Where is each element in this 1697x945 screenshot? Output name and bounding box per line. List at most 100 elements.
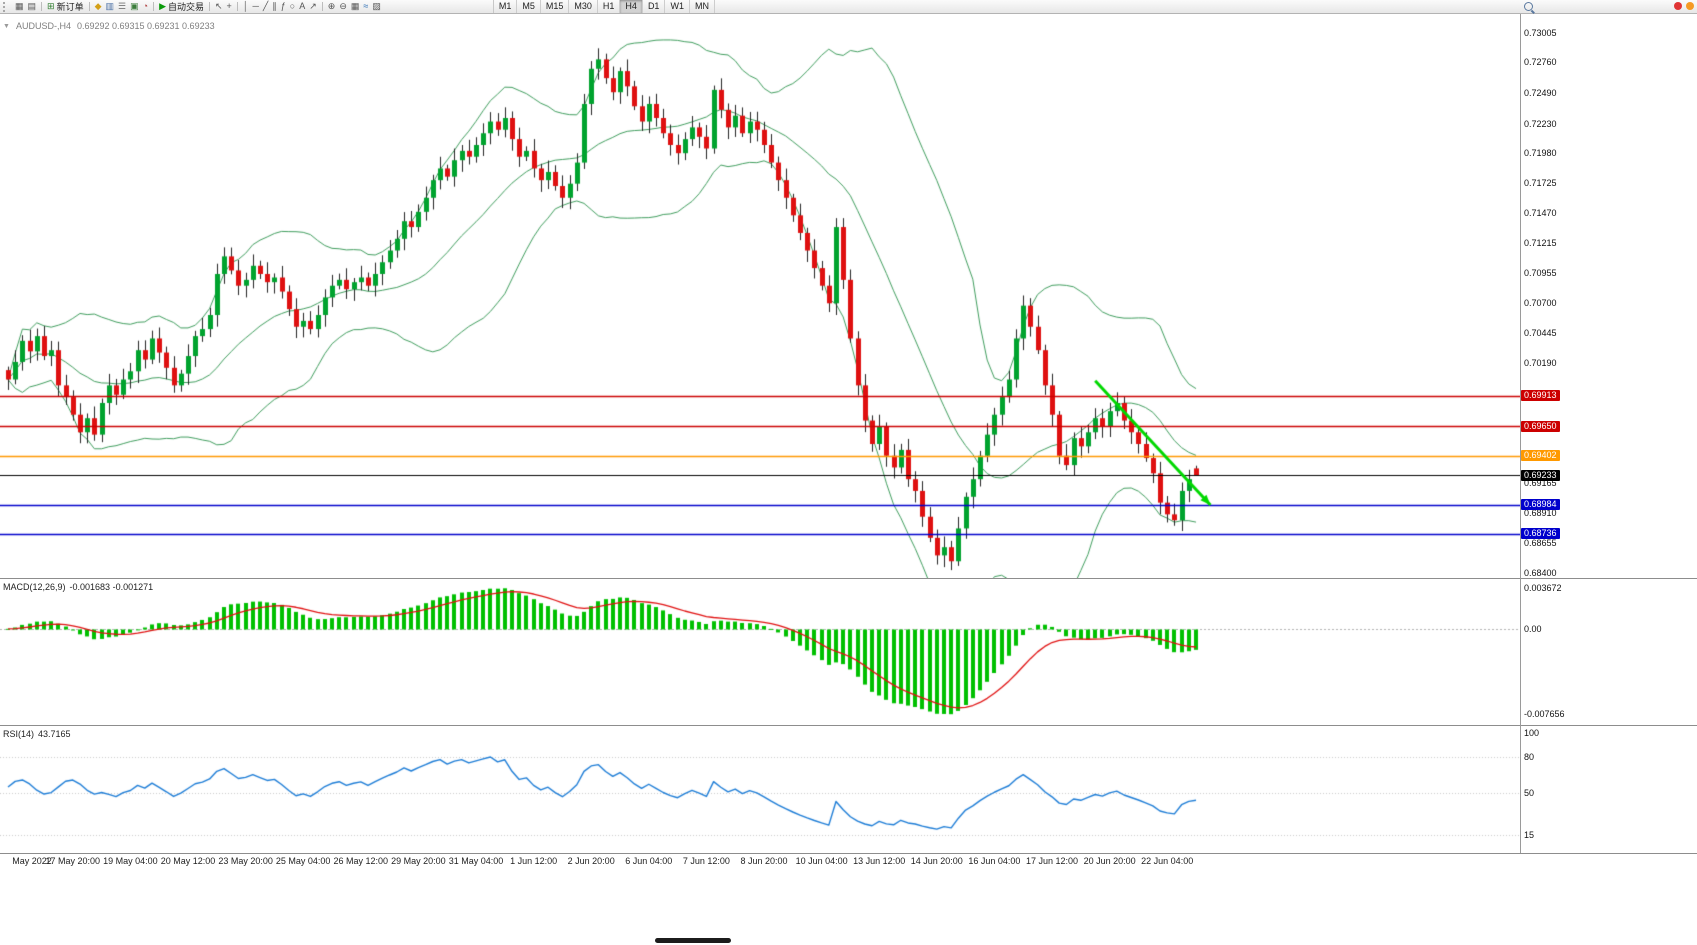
alert-badge-red-icon[interactable] — [1674, 2, 1682, 10]
new-order-icon: ⊞ — [47, 1, 55, 11]
time-axis-label: 19 May 04:00 — [103, 856, 158, 866]
time-axis-label: 22 Jun 04:00 — [1141, 856, 1194, 866]
price-axis-label: 0.68910 — [1524, 508, 1557, 519]
vertical-line-tool-button[interactable]: │ — [241, 1, 251, 12]
timeframe-mn-button[interactable]: MN — [690, 0, 715, 13]
data-window-icon: ▥ — [105, 1, 115, 11]
time-axis-label: 23 May 20:00 — [218, 856, 273, 866]
bottom-strip — [0, 866, 1697, 945]
template-button[interactable]: ▨ — [370, 1, 383, 12]
axis-labels-layer: 0.73005 0.72760 0.72490 0.72230 0.71980 0.717… — [0, 13, 1697, 866]
chart-window: ▼ AUDUSD-,H4 0.69292 0.69315 0.69231 0.6… — [0, 13, 1697, 866]
price-line-label: 0.69233 — [1521, 469, 1560, 481]
price-line-label: 0.69402 — [1521, 450, 1560, 461]
panel-separator-rsi[interactable] — [0, 725, 1697, 726]
ellipse-tool-button[interactable]: ○ — [288, 1, 297, 12]
data-window-button[interactable]: ▥ — [104, 1, 117, 12]
cursor-tool-icon: ↖ — [215, 1, 223, 11]
horizontal-line-tool-icon: ─ — [252, 1, 259, 11]
price-line-label: 0.69650 — [1521, 420, 1560, 432]
text-tool-button[interactable]: A — [297, 1, 307, 12]
time-axis-label: May 2022 — [12, 856, 52, 866]
timeframe-h1-button[interactable]: H1 — [598, 0, 621, 13]
price-line-label: 0.69913 — [1521, 390, 1560, 402]
price-axis-label: 0.71725 — [1524, 178, 1557, 189]
timeframe-m30-button[interactable]: M30 — [569, 0, 598, 13]
crosshair-tool-button[interactable]: + — [225, 1, 234, 12]
toolbar-right-icons — [1674, 2, 1694, 10]
time-axis-label: 1 Jun 12:00 — [510, 856, 558, 866]
arrow-tool-button[interactable]: ↗ — [307, 1, 319, 12]
price-axis-label: 0.70190 — [1524, 358, 1557, 369]
market-watch-button[interactable]: ◆ — [93, 1, 104, 12]
rsi-value: 43.7165 — [38, 729, 71, 739]
auto-trading-button[interactable]: ▶ 自动交易 — [157, 1, 206, 12]
new-order-button[interactable]: ⊞ 新订单 — [45, 1, 86, 12]
toolbar-separator — [321, 2, 323, 11]
toolbar-drag-handle[interactable] — [3, 1, 9, 12]
macd-axis-label: 0.00 — [1524, 623, 1542, 634]
panel-separator-macd[interactable] — [0, 578, 1697, 579]
price-axis-label: 0.70955 — [1524, 268, 1557, 279]
time-axis-label: 16 Jun 04:00 — [968, 856, 1021, 866]
time-axis-label: 31 May 04:00 — [448, 856, 504, 866]
chart-menu-icon[interactable]: ▼ — [3, 22, 10, 30]
indicators-list-icon: ≈ — [363, 1, 369, 11]
macd-axis-label: -0.007656 — [1524, 709, 1565, 719]
zoom-in-icon: ⊕ — [327, 1, 336, 11]
indicators-list-button[interactable]: ≈ — [361, 1, 370, 12]
price-chart-canvas[interactable] — [0, 13, 1520, 579]
price-axis-label: 0.71215 — [1524, 237, 1557, 248]
horizontal-line-tool-button[interactable]: ─ — [250, 1, 260, 12]
time-axis-label: 8 Jun 20:00 — [740, 856, 788, 866]
time-axis-label: 14 Jun 20:00 — [910, 856, 963, 866]
price-axis-label: 0.69165 — [1524, 478, 1557, 489]
chart-title: ▼ AUDUSD-,H4 0.69292 0.69315 0.69231 0.6… — [3, 21, 215, 31]
rsi-indicator-label: RSI(14) 43.7165 — [3, 729, 71, 739]
timeframe-m5-button[interactable]: M5 — [517, 0, 541, 13]
price-axis-label: 0.71470 — [1524, 208, 1557, 218]
timeframe-w1-button[interactable]: W1 — [665, 0, 690, 13]
chart-profiles-button[interactable]: ▤ — [26, 1, 39, 12]
rsi-axis-label: 80 — [1524, 752, 1535, 762]
navigator-button[interactable]: ☰ — [116, 1, 128, 12]
price-line-label: 0.68736 — [1521, 528, 1560, 540]
timeframe-m1-button[interactable]: M1 — [494, 0, 518, 13]
price-axis-label: 0.70445 — [1524, 328, 1557, 339]
rsi-axis-label: 100 — [1524, 728, 1540, 738]
timeframe-h4-button[interactable]: H4 — [620, 0, 643, 13]
price-axis-label: 0.72490 — [1524, 88, 1557, 99]
rsi-panel-canvas[interactable] — [0, 726, 1520, 853]
toolbar-separator — [88, 2, 90, 11]
rsi-axis-label: 50 — [1524, 788, 1535, 798]
toolbar-buttons: ▦ ▤ ⊞ 新订单 ◆ ▥ ☰ ▣ ◔ ▶ 自动交易 ↖ + │ ─ ╱ ∥ ƒ ○ A ↗ ⊕ ⊖ ▦ ≈ ▨ — [13, 1, 383, 12]
cursor-tool-button[interactable]: ↖ — [213, 1, 225, 12]
terminal-button[interactable]: ▣ — [128, 1, 141, 12]
text-tool-icon: A — [299, 1, 306, 11]
price-axis-border — [1520, 13, 1521, 853]
time-axis-label: 17 May 20:00 — [45, 856, 101, 866]
channel-tool-button[interactable]: ∥ — [270, 1, 279, 12]
timeframe-toolbar: M1 M5 M15 M30 H1 H4 D1 W1 MN — [492, 0, 715, 13]
tile-windows-button[interactable]: ▦ — [349, 1, 362, 12]
timeframe-d1-button[interactable]: D1 — [643, 0, 666, 13]
price-axis-label: 0.72230 — [1524, 118, 1557, 129]
timeframe-m15-button[interactable]: M15 — [541, 0, 570, 13]
strategy-tester-button[interactable]: ◔ — [141, 1, 150, 12]
ellipse-tool-icon: ○ — [289, 1, 296, 11]
alert-badge-orange-icon[interactable] — [1686, 2, 1694, 10]
trendline-tool-button[interactable]: ╱ — [261, 1, 270, 12]
zoom-in-button[interactable]: ⊕ — [326, 1, 338, 12]
time-axis-label: 7 Jun 12:00 — [682, 856, 730, 866]
search-icon[interactable] — [1524, 2, 1533, 11]
time-axis-label: 20 Jun 20:00 — [1083, 856, 1136, 866]
zoom-out-icon: ⊖ — [339, 1, 347, 11]
taskbar-pill — [655, 938, 731, 943]
fibonacci-tool-button[interactable]: ƒ — [279, 1, 288, 12]
new-chart-button[interactable]: ▦ — [13, 1, 26, 12]
chart-ohlc-values: 0.69292 0.69315 0.69231 0.69233 — [76, 21, 215, 31]
zoom-out-button[interactable]: ⊖ — [337, 1, 349, 12]
price-axis-label: 0.70700 — [1524, 298, 1557, 309]
macd-panel-canvas[interactable] — [0, 579, 1520, 725]
